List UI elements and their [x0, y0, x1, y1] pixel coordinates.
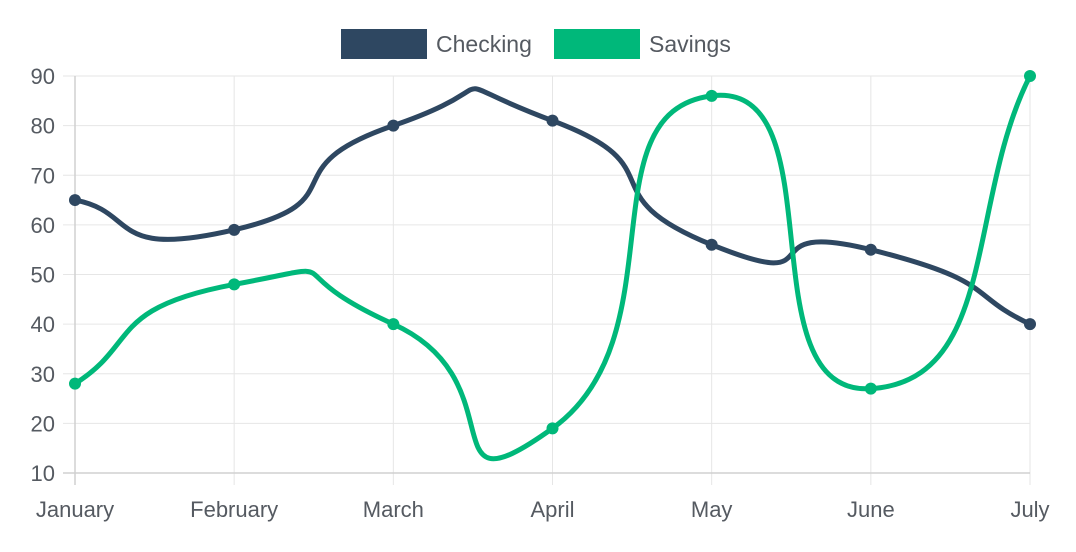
- data-point-checking[interactable]: [228, 223, 241, 236]
- x-tick-label: April: [530, 497, 574, 522]
- x-tick-label: June: [847, 497, 895, 522]
- data-point-savings[interactable]: [387, 318, 400, 331]
- data-point-savings[interactable]: [546, 422, 559, 435]
- x-tick-label: March: [363, 497, 424, 522]
- legend-swatch-checking[interactable]: [341, 29, 427, 59]
- data-point-savings[interactable]: [705, 89, 718, 102]
- grid: [63, 75, 1031, 485]
- x-tick-label: July: [1010, 497, 1049, 522]
- data-point-checking[interactable]: [387, 119, 400, 132]
- x-tick-label: May: [691, 497, 733, 522]
- data-point-checking[interactable]: [546, 114, 559, 127]
- data-points: [69, 70, 1036, 435]
- data-point-savings[interactable]: [1024, 70, 1036, 82]
- data-point-savings[interactable]: [228, 278, 241, 291]
- y-tick-label: 10: [31, 461, 55, 486]
- y-tick-label: 90: [31, 64, 55, 89]
- y-tick-label: 70: [31, 163, 55, 188]
- axes: 10 20 30 40 50 60 70 80 90 January February March Ap…: [31, 64, 1050, 522]
- y-tick-label: 60: [31, 213, 55, 238]
- legend: Checking Savings: [341, 29, 731, 59]
- y-tick-label: 30: [31, 362, 55, 387]
- data-point-checking[interactable]: [69, 194, 81, 207]
- x-tick-label: February: [190, 497, 278, 522]
- x-tick-label: January: [36, 497, 114, 522]
- y-tick-label: 80: [31, 114, 55, 139]
- y-tick-label: 40: [31, 312, 55, 337]
- data-point-checking[interactable]: [705, 238, 718, 251]
- data-point-checking[interactable]: [864, 243, 877, 256]
- data-point-savings[interactable]: [69, 377, 81, 390]
- data-point-savings[interactable]: [864, 382, 877, 395]
- data-point-checking[interactable]: [1024, 318, 1036, 331]
- legend-label-checking[interactable]: Checking: [436, 31, 532, 57]
- legend-label-savings[interactable]: Savings: [649, 31, 731, 57]
- y-tick-label: 20: [31, 411, 55, 436]
- y-tick-label: 50: [31, 263, 55, 288]
- legend-swatch-savings[interactable]: [554, 29, 640, 59]
